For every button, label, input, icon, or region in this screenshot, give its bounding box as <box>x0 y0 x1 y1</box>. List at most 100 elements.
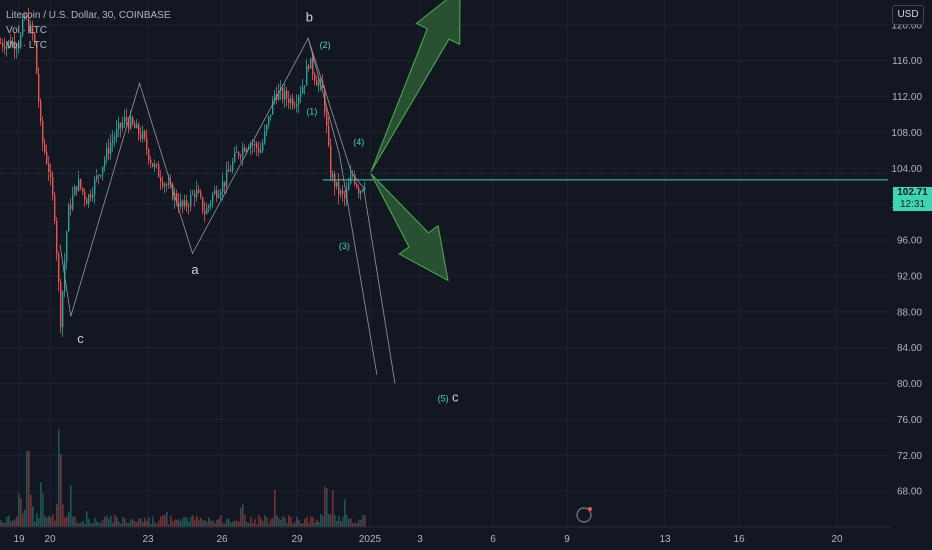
candle-body <box>188 206 190 208</box>
volume-bar <box>42 493 44 527</box>
candle-body <box>26 15 28 18</box>
candle-body <box>258 147 260 153</box>
price-tick-label: 68.00 <box>897 487 922 498</box>
candle-body <box>260 150 262 153</box>
volume-bar <box>258 515 260 527</box>
price-tick-label: 84.00 <box>897 343 922 354</box>
candle-body <box>44 142 46 153</box>
volume-bar <box>60 454 62 527</box>
candle-body <box>292 98 294 107</box>
bar-countdown: 12:31 <box>899 199 926 210</box>
volume-bar <box>154 522 156 527</box>
candle-body <box>214 190 216 195</box>
volume-bar <box>334 515 336 527</box>
price-tick-label: 80.00 <box>897 379 922 390</box>
volume-bar <box>10 521 12 527</box>
candle-body <box>96 175 98 180</box>
volume-bar <box>142 521 144 527</box>
time-tick-label: 9 <box>564 534 570 545</box>
volume-bar <box>132 519 134 527</box>
volume-bar <box>38 517 40 527</box>
volume-bar <box>164 515 166 527</box>
volume-bar <box>176 519 178 527</box>
volume-bar <box>144 517 146 527</box>
projection-arrows[interactable] <box>370 0 461 282</box>
candle-body <box>314 74 316 81</box>
volume-bar <box>356 523 358 527</box>
volume-bar <box>330 514 332 527</box>
price-tick-label: 96.00 <box>897 236 922 247</box>
candle-body <box>218 195 220 198</box>
volume-bar <box>326 488 328 527</box>
candle-body <box>30 24 32 32</box>
volume-bar <box>152 516 154 527</box>
time-axis[interactable]: 19 20 23 26 29 2025 3 6 9 13 16 20 <box>0 507 890 550</box>
volume-bar <box>136 521 138 527</box>
volume-bar <box>308 522 310 527</box>
volume-bar <box>76 522 78 527</box>
volume-legend-1[interactable]: Vol · LTC <box>6 25 47 36</box>
candle-body <box>178 202 180 207</box>
last-price-value: 102.71 <box>897 187 928 198</box>
volume-bar <box>172 521 174 527</box>
candle-body <box>230 170 232 172</box>
symbol-title[interactable]: Litecoin / U.S. Dollar, 30, COINBASE <box>6 10 171 21</box>
volume-bar <box>44 515 46 527</box>
volume-bar <box>168 524 170 527</box>
candle-body <box>266 124 268 132</box>
volume-bar <box>182 517 184 527</box>
candle-body <box>130 117 132 129</box>
candle-body <box>50 172 52 178</box>
candle-body <box>58 253 60 283</box>
candle-body <box>204 210 206 215</box>
candle-body <box>246 148 248 152</box>
volume-bar <box>336 520 338 527</box>
volume-bar <box>52 514 54 527</box>
volume-bar <box>322 516 324 527</box>
candle-body <box>108 147 110 154</box>
candle-body <box>346 189 348 199</box>
candle-body <box>222 181 224 192</box>
volume-legend-2[interactable]: Vol · LTC <box>6 40 47 51</box>
candle-body <box>132 117 134 124</box>
candle-body <box>46 152 48 164</box>
candle-body <box>236 152 238 153</box>
candle-body <box>190 194 192 207</box>
volume-bar <box>112 522 114 527</box>
candle-body <box>102 166 104 175</box>
candle-body <box>66 231 68 262</box>
candle-body <box>36 43 38 74</box>
candle-body <box>162 181 164 187</box>
volume-bar <box>140 518 142 527</box>
candle-body <box>282 88 284 100</box>
candle-body <box>98 175 100 177</box>
currency-button[interactable]: USD <box>892 5 924 25</box>
candle-body <box>14 41 16 50</box>
volume-bar <box>294 521 296 527</box>
volume-bar <box>228 518 230 527</box>
volume-bar <box>72 516 74 527</box>
volume-bar <box>256 524 258 527</box>
candle-body <box>256 143 258 148</box>
candle-body <box>126 117 128 121</box>
volume-bar <box>74 516 76 527</box>
volume-bar <box>242 503 244 527</box>
wave-drawings[interactable] <box>0 37 888 384</box>
candle-body <box>252 144 254 146</box>
volume-bar <box>78 523 80 527</box>
candle-body <box>106 147 108 160</box>
volume-bar <box>106 515 108 527</box>
candle-body <box>308 65 310 69</box>
volume-bar <box>116 516 118 527</box>
candle-body <box>38 73 40 102</box>
volume-bar <box>100 522 102 527</box>
candle-body <box>332 173 334 178</box>
price-axis[interactable]: 120.00116.00112.00108.00104.00100.0096.0… <box>890 0 932 550</box>
candle-body <box>104 159 106 167</box>
elliott-subwave-line <box>307 38 396 384</box>
volume-bar <box>174 519 176 527</box>
volume-bar <box>70 485 72 527</box>
volume-bar <box>86 511 88 527</box>
volume-bar <box>84 523 86 527</box>
